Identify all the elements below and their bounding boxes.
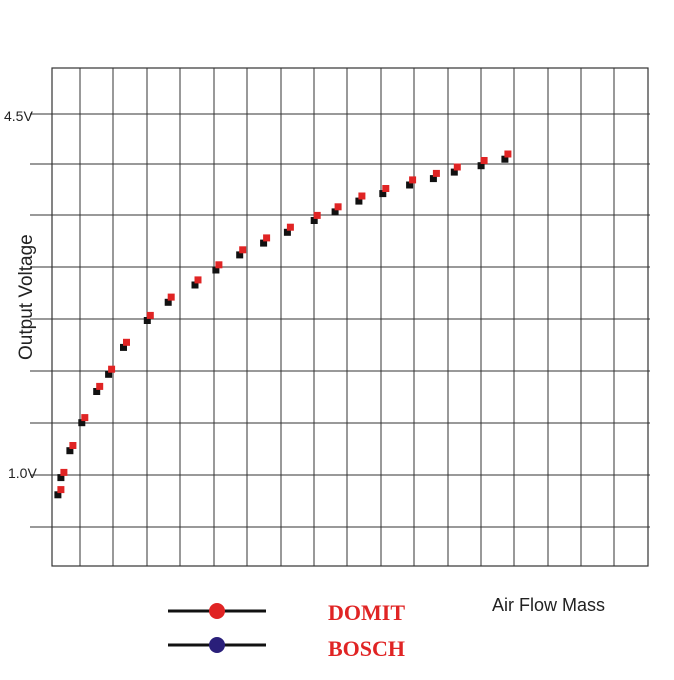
point-domit-13 [286,223,294,231]
point-domit-15 [334,203,342,211]
legend-label-domit: DOMIT [328,600,405,625]
point-domit-3 [81,414,89,422]
point-bosch-12 [260,239,268,247]
point-bosch-16 [355,197,363,205]
point-domit-4 [96,382,104,390]
point-bosch-21 [477,162,485,170]
legend: DOMIT BOSCH [168,600,405,661]
point-domit-11 [239,246,247,254]
point-bosch-8 [164,298,172,306]
point-domit-2 [69,442,77,449]
point-domit-5 [108,365,116,373]
point-bosch-7 [143,317,151,324]
point-domit-8 [167,293,175,301]
point-domit-12 [263,234,271,242]
point-bosch-20 [450,168,458,176]
point-bosch-6 [120,343,127,351]
legend-label-bosch: BOSCH [328,636,405,661]
point-bosch-14 [310,217,318,224]
point-domit-19 [432,169,440,177]
point-bosch-3 [78,419,86,427]
point-domit-17 [382,185,390,192]
point-domit-16 [358,192,366,200]
point-bosch-9 [191,281,199,289]
point-domit-6 [123,338,130,346]
chart-grid [30,68,650,566]
point-domit-20 [453,163,461,171]
point-bosch-1 [57,474,65,482]
legend-item-bosch: BOSCH [168,636,405,661]
point-bosch-17 [379,190,387,198]
point-domit-9 [194,276,202,284]
point-bosch-11 [236,251,244,259]
point-domit-0 [57,486,65,494]
point-bosch-10 [212,266,220,274]
point-domit-1 [60,468,68,476]
series-domit [57,150,512,494]
point-domit-14 [313,211,321,219]
point-bosch-0 [54,491,62,499]
point-bosch-13 [283,228,291,236]
point-domit-7 [146,311,154,319]
point-bosch-19 [429,175,437,183]
y-axis-title: Output Voltage [16,234,37,360]
point-domit-21 [480,157,488,164]
point-bosch-15 [331,208,339,216]
y-tick-label-low: 1.0V [8,465,37,481]
point-bosch-18 [406,181,414,189]
legend-item-domit: DOMIT [168,600,405,625]
point-bosch-22 [501,155,509,163]
y-tick-label-high: 4.5V [4,108,33,124]
series-bosch [54,155,509,499]
x-axis-title: Air Flow Mass [492,595,605,615]
point-bosch-4 [93,388,101,395]
legend-marker-domit [209,603,225,619]
point-domit-10 [215,261,223,269]
point-domit-18 [409,176,417,184]
point-domit-22 [504,150,512,158]
plot-frame [51,67,649,567]
legend-marker-bosch [209,637,225,653]
point-bosch-5 [105,370,113,378]
series-layer [54,150,512,499]
point-bosch-2 [66,447,74,455]
